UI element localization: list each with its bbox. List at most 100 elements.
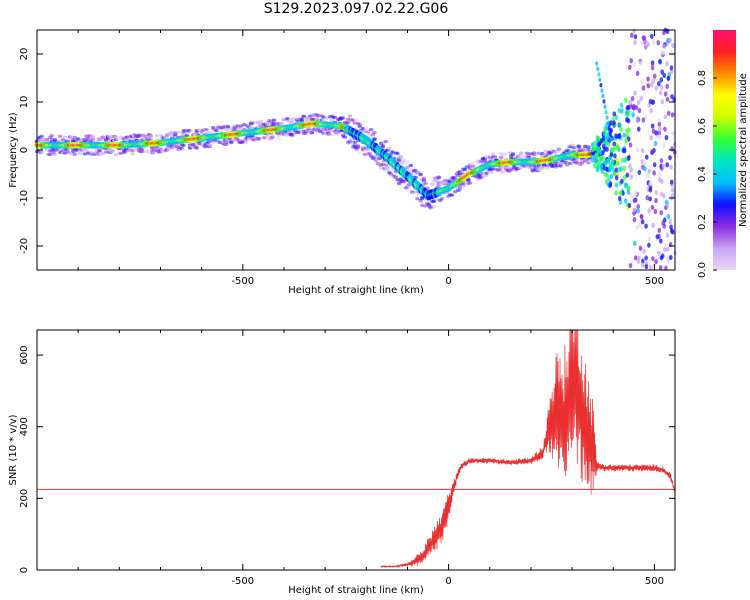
spectrogram-halo-cell [90, 135, 96, 139]
spectrogram-streak-cell [606, 120, 610, 126]
spectrogram-noise-cell [619, 102, 624, 108]
spectrogram-halo-cell [411, 172, 417, 177]
spectrogram-halo-cell [232, 138, 237, 142]
spectrogram-noise-cell [614, 133, 619, 139]
spectrogram-noise-cell [636, 126, 641, 132]
spectrogram-halo-cell [489, 170, 494, 174]
spectrogram-halo-cell [212, 141, 218, 145]
spectrogram-noise-cell [617, 195, 622, 202]
spectrogram-halo-cell [467, 181, 473, 185]
spectrogram-halo-cell [309, 131, 315, 135]
spectrogram-halo-cell [207, 143, 213, 147]
spectrogram-ytick-label: -20 [19, 238, 30, 254]
spectrogram-noise-cell [598, 155, 603, 161]
colorbar-tick-label: 0.2 [697, 214, 708, 230]
spectrogram-noise-cell [632, 103, 636, 110]
spectrogram-noise-cell [636, 208, 641, 214]
spectrogram-noise-cell [620, 178, 624, 184]
spectrogram-halo-cell [49, 134, 55, 138]
spectrogram-noise-cell [659, 255, 664, 261]
spectrogram-halo-cell [355, 145, 361, 149]
spectrogram-halo-cell [408, 163, 413, 168]
spectrogram-halo-cell [276, 136, 282, 141]
snr-xlabel: Height of straight line (km) [288, 585, 424, 596]
spectrogram-noise-cell [596, 163, 600, 169]
spectrogram-noise-cell [623, 157, 627, 164]
spectrogram-noise-cell [652, 170, 656, 176]
spectrogram-noise-cell [670, 146, 674, 152]
spectrogram-noise-cell [612, 120, 616, 126]
spectrogram-halo-cell [100, 151, 106, 156]
spectrogram-halo-cell [500, 165, 506, 169]
spectrogram-halo-cell [345, 121, 351, 125]
colorbar-tick-label: 0.0 [697, 262, 708, 278]
spectrogram-halo-cell [545, 166, 550, 170]
spectrogram-ytick-label: 20 [19, 48, 30, 61]
spectrogram-noise-cell [616, 160, 620, 166]
spectrogram-noise-cell [670, 112, 675, 118]
spectrogram-halo-cell [341, 116, 346, 120]
spectrogram-noise-cell [662, 43, 666, 49]
spectrogram-halo-cell [490, 152, 496, 157]
spectrogram-noise-cell [658, 58, 662, 64]
spectrogram-halo-cell [385, 165, 390, 169]
spectrogram-halo-cell [533, 151, 539, 155]
spectrogram-noise-cell [650, 123, 655, 129]
spectrogram-halo-cell [148, 134, 153, 138]
spectrogram-halo-cell [569, 161, 575, 165]
spectrogram-chart: -500 0 500 -20 -10 0 10 20 Height of straight l… [8, 27, 749, 296]
spectrogram-halo-cell [71, 138, 76, 142]
spectrogram-halo-cell [113, 153, 119, 157]
spectrogram-halo-cell [365, 147, 371, 152]
spectrogram-streak-cell [607, 126, 611, 131]
spectrogram-noise-cell [609, 173, 614, 180]
spectrogram-halo-cell [569, 143, 575, 147]
spectrogram-noise-cell [648, 196, 652, 202]
spectrogram-halo-cell [487, 156, 492, 160]
spectrogram-noise-cell [654, 197, 658, 204]
spectrogram-halo-cell [176, 130, 181, 135]
spectrogram-noise-cell [640, 219, 645, 225]
spectrogram-noise-cell [659, 210, 664, 216]
spectrogram-halo-cell [436, 175, 441, 179]
spectrogram-noise-cell [660, 99, 665, 105]
spectrogram-halo-cell [505, 165, 511, 169]
spectrogram-noise-cell [657, 121, 662, 127]
spectrogram-halo-cell [398, 154, 404, 158]
spectrogram-streak-cell [605, 115, 609, 120]
spectrogram-halo-cell [62, 135, 68, 139]
spectrogram-halo-cell [204, 128, 209, 132]
spectrogram-noise-cell [633, 255, 638, 261]
spectrogram-halo-cell [428, 206, 433, 210]
spectrogram-noise-cell [649, 33, 654, 39]
spectrogram-halo-cell [464, 165, 469, 169]
spectrogram-noise-cell [656, 250, 661, 256]
spectrogram-noise-cell [612, 171, 617, 177]
spectrogram-halo-cell [390, 168, 395, 172]
spectrogram-noise-cell [654, 189, 659, 196]
spectrogram-noise-cell [629, 174, 634, 180]
spectrogram-halo-cell [508, 168, 514, 172]
spectrogram-noise-cell [640, 262, 645, 268]
spectrogram-halo-cell [52, 153, 58, 157]
colorbar [713, 30, 736, 270]
spectrogram-halo-cell [425, 185, 430, 189]
spectrogram-noise-cell [643, 44, 648, 50]
spectrogram-noise-cell [624, 182, 629, 188]
spectrogram-halo-cell [431, 205, 436, 209]
spectrogram-noise-cell [658, 264, 663, 271]
spectrogram-noise-cell [638, 245, 643, 251]
spectrogram-halo-cell [296, 130, 301, 134]
spectrogram-halo-cell [583, 159, 588, 163]
spectrogram-halo-cell [181, 143, 186, 147]
spectrogram-noise-cell [646, 41, 650, 47]
spectrogram-streak-cell [608, 131, 612, 136]
spectrogram-noise-cell [657, 81, 661, 87]
spectrogram-noise-cell [622, 175, 627, 181]
spectrogram-noise-cell [598, 149, 603, 156]
spectrogram-noise-cell [628, 64, 632, 70]
spectrogram-halo-cell [418, 199, 423, 204]
spectrogram-halo-cell [110, 149, 115, 153]
spectrogram-halo-cell [49, 137, 55, 141]
spectrogram-noise-cell [669, 224, 673, 230]
